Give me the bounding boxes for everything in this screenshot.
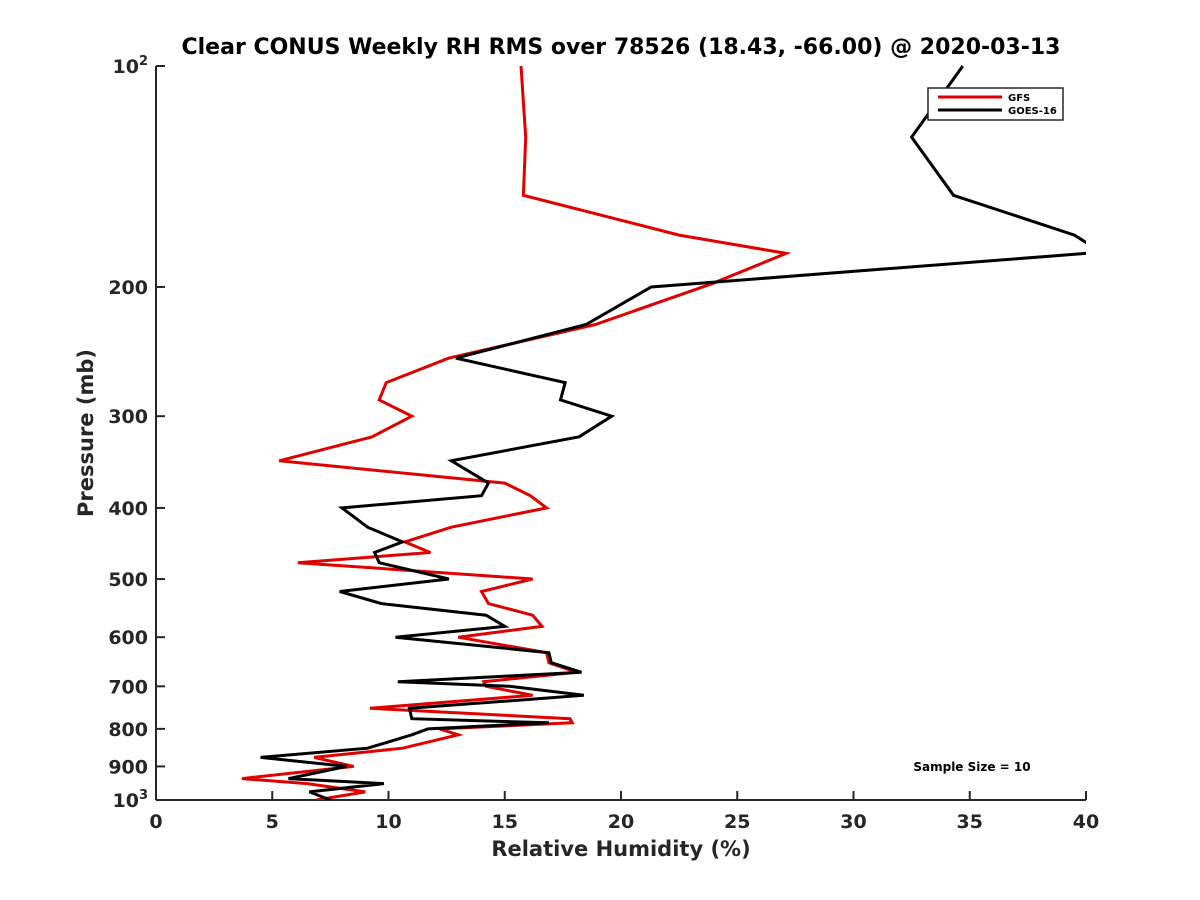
x-axis-ticks: 0 5 10 15 20 25 30 35 40 [149, 791, 1099, 833]
y-tick-label: 103 [113, 788, 149, 812]
x-tick-label: 0 [149, 811, 162, 833]
sample-size-annotation: Sample Size = 10 [913, 760, 1030, 774]
y-tick-label: 900 [108, 756, 148, 778]
y-tick-label: 102 [113, 54, 149, 78]
series-line-goes-16 [260, 65, 1086, 800]
y-axis-ticks: 102 200 300 400 500 600 700 800 900 103 [108, 54, 165, 812]
legend-label: GFS [1008, 93, 1030, 104]
x-tick-label: 10 [375, 811, 401, 833]
plot-area [155, 66, 1086, 801]
x-tick-label: 25 [724, 811, 750, 833]
y-tick-label: 500 [108, 569, 148, 591]
x-tick-label: 30 [840, 811, 866, 833]
x-tick-label: 20 [608, 811, 634, 833]
x-axis-title: Relative Humidity (%) [491, 837, 750, 861]
x-tick-label: 15 [492, 811, 518, 833]
x-tick-label: 40 [1073, 811, 1099, 833]
y-tick-label: 300 [108, 406, 148, 428]
chart-title: Clear CONUS Weekly RH RMS over 78526 (18… [182, 35, 1061, 60]
y-tick-label: 400 [108, 498, 148, 520]
legend-box [927, 87, 1064, 121]
legend-label: GOES-16 [1008, 106, 1057, 117]
y-tick-label: 200 [108, 277, 148, 299]
legend: GFS GOES-16 [927, 87, 1064, 121]
y-axis-title: Pressure (mb) [74, 349, 98, 517]
series-line-gfs [241, 65, 792, 800]
x-tick-label: 5 [266, 811, 279, 833]
x-tick-label: 35 [957, 811, 983, 833]
y-tick-label: 800 [108, 719, 148, 741]
y-tick-label: 600 [108, 627, 148, 649]
series-layer [241, 65, 1086, 800]
y-tick-label: 700 [108, 676, 148, 698]
